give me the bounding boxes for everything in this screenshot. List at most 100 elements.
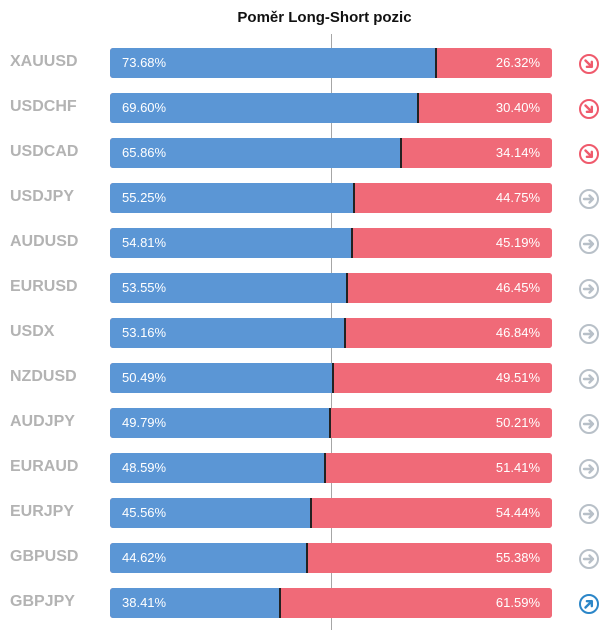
pair-symbol: USDJPY [10,188,75,205]
long-percent-label: 53.55% [122,280,167,295]
long-percent-label: 48.59% [122,460,167,475]
pair-row: GBPUSD 44.62% 55.38% [0,541,611,573]
long-bar-segment [110,93,418,123]
long-bar-segment [110,273,347,303]
down-right-arrow-icon [579,144,599,164]
ratio-divider [400,138,402,168]
pair-row: EURJPY 45.56% 54.44% [0,496,611,528]
long-percent-label: 65.86% [122,145,167,160]
pair-row: USDCAD 65.86% 34.14% [0,136,611,168]
ratio-divider [417,93,419,123]
ratio-divider [332,363,334,393]
short-bar-segment [330,408,552,438]
short-bar-segment [347,273,552,303]
short-percent-label: 30.40% [495,100,540,115]
ratio-divider [324,453,326,483]
short-bar-segment [325,453,552,483]
right-arrow-icon [579,504,599,524]
short-percent-label: 51.41% [495,460,540,475]
pair-row: AUDJPY 49.79% 50.21% [0,406,611,438]
short-bar-segment [333,363,552,393]
short-bar-segment [311,498,552,528]
short-percent-label: 50.21% [495,415,540,430]
long-bar-segment [110,228,352,258]
ratio-bar: 53.55% 46.45% [110,273,552,303]
short-bar-segment [418,93,552,123]
ratio-bar: 54.81% 45.19% [110,228,552,258]
short-percent-label: 54.44% [495,505,540,520]
short-bar-segment [352,228,552,258]
pair-row: USDCHF 69.60% 30.40% [0,91,611,123]
pair-row: GBPJPY 38.41% 61.59% [0,586,611,618]
pair-row: AUDUSD 54.81% 45.19% [0,226,611,258]
ratio-bar: 69.60% 30.40% [110,93,552,123]
short-bar-segment [354,183,552,213]
ratio-bar: 38.41% 61.59% [110,588,552,618]
pair-symbol: GBPUSD [10,548,79,565]
short-percent-label: 46.45% [495,280,540,295]
ratio-bar: 49.79% 50.21% [110,408,552,438]
right-arrow-icon [579,549,599,569]
long-percent-label: 53.16% [122,325,167,340]
pair-symbol: EURAUD [10,458,79,475]
long-bar-segment [110,453,325,483]
ratio-bar: 44.62% 55.38% [110,543,552,573]
right-arrow-icon [579,459,599,479]
pair-symbol: USDX [10,323,55,340]
short-bar-segment [345,318,552,348]
right-arrow-icon [579,189,599,209]
short-bar-segment [401,138,552,168]
right-arrow-icon [579,414,599,434]
long-percent-label: 69.60% [122,100,167,115]
long-percent-label: 50.49% [122,370,167,385]
right-arrow-icon [579,279,599,299]
down-right-arrow-icon [579,54,599,74]
ratio-divider [435,48,437,78]
long-percent-label: 44.62% [122,550,167,565]
short-percent-label: 46.84% [495,325,540,340]
ratio-divider [346,273,348,303]
long-percent-label: 73.68% [122,55,167,70]
pair-symbol: USDCHF [10,98,77,115]
long-bar-segment [110,588,280,618]
pair-symbol: USDCAD [10,143,79,160]
ratio-divider [344,318,346,348]
short-percent-label: 49.51% [495,370,540,385]
ratio-bar: 73.68% 26.32% [110,48,552,78]
long-bar-segment [110,363,333,393]
ratio-divider [329,408,331,438]
long-percent-label: 55.25% [122,190,167,205]
ratio-divider [351,228,353,258]
long-percent-label: 45.56% [122,505,167,520]
ratio-divider [353,183,355,213]
long-percent-label: 49.79% [122,415,167,430]
short-percent-label: 61.59% [495,595,540,610]
down-right-arrow-icon [579,99,599,119]
ratio-divider [310,498,312,528]
right-arrow-icon [579,324,599,344]
short-bar-segment [436,48,552,78]
ratio-bar: 45.56% 54.44% [110,498,552,528]
pair-symbol: AUDUSD [10,233,79,250]
pair-symbol: XAUUSD [10,53,78,70]
ratio-divider [306,543,308,573]
short-percent-label: 45.19% [495,235,540,250]
long-bar-segment [110,183,354,213]
pair-row: USDJPY 55.25% 44.75% [0,181,611,213]
long-bar-segment [110,543,307,573]
long-bar-segment [110,138,401,168]
pair-symbol: NZDUSD [10,368,77,385]
short-percent-label: 55.38% [495,550,540,565]
short-bar-segment [280,588,552,618]
short-percent-label: 26.32% [495,55,540,70]
ratio-bar: 65.86% 34.14% [110,138,552,168]
right-arrow-icon [579,234,599,254]
up-right-arrow-icon [579,594,599,614]
ratio-bar: 50.49% 49.51% [110,363,552,393]
short-percent-label: 44.75% [495,190,540,205]
pair-symbol: EURJPY [10,503,75,520]
long-percent-label: 54.81% [122,235,167,250]
short-bar-segment [307,543,552,573]
pair-row: EURAUD 48.59% 51.41% [0,451,611,483]
long-bar-segment [110,498,311,528]
